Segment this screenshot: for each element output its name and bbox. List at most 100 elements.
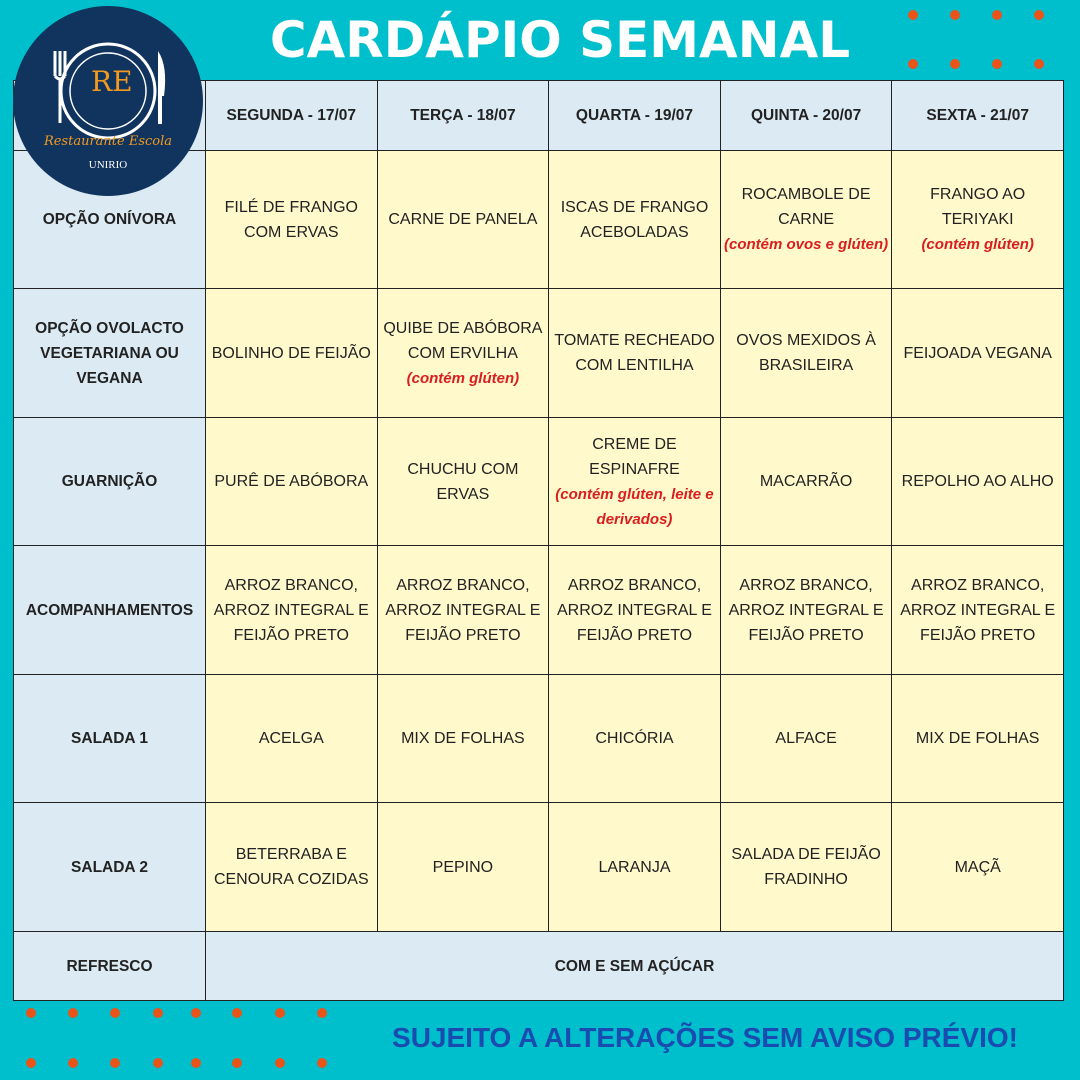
day-header-text: QUARTA - 19/07 xyxy=(575,107,694,124)
menu-cell: CREME DE ESPINAFRE (contém glúten, leite … xyxy=(548,417,721,546)
row-label: REFRESCO xyxy=(13,931,206,1001)
day-header-text: SEXTA - 21/07 xyxy=(926,107,1029,124)
menu-cell: ALFACE xyxy=(719,674,893,803)
row-label-text: REFRESCO xyxy=(66,957,153,975)
menu-cell: ACELGA xyxy=(205,674,378,803)
row-label: GUARNIÇÃO xyxy=(13,417,206,546)
menu-cell-text: TOMATE RECHEADO COM LENTILHA xyxy=(554,332,715,374)
menu-cell-text: FILÉ DE FRANGO COM ERVAS xyxy=(224,198,358,241)
day-header-text: QUINTA - 20/07 xyxy=(750,107,862,124)
row-label-text: ACOMPANHAMENTOS xyxy=(25,601,194,619)
dot xyxy=(110,1058,120,1068)
menu-cell: BETERRABA E CENOURA COZIDAS xyxy=(205,802,378,932)
menu-cell: ISCAS DE FRANGO ACEBOLADAS xyxy=(548,150,721,289)
dot xyxy=(232,1008,242,1018)
menu-cell-text: ARROZ BRANCO, ARROZ INTEGRAL E FEIJÃO PR… xyxy=(385,576,541,644)
menu-cell-text: FEIJOADA VEGANA xyxy=(903,344,1052,362)
dot xyxy=(110,1008,120,1018)
allergen-note: (contém ovos e glúten) xyxy=(723,236,889,253)
row-label-text: OPÇÃO ONÍVORA xyxy=(42,211,177,228)
dot xyxy=(191,1058,201,1068)
menu-row: SALADA 2 BETERRABA E CENOURA COZIDAS PEPIN… xyxy=(13,802,1064,932)
plate-cutlery-icon xyxy=(53,42,166,140)
disclaimer: SUJEITO A ALTERAÇÕES SEM AVISO PRÉVIO! xyxy=(392,1022,1018,1053)
logo-name: Restaurante Escola xyxy=(43,134,173,149)
row-label-text: OPÇÃO OVOLACTO VEGETARIANA OU VEGANA xyxy=(35,319,184,387)
menu-cell: BOLINHO DE FEIJÃO xyxy=(205,288,378,418)
allergen-note: (contém glúten, leite e derivados) xyxy=(555,485,714,528)
menu-cell: MAÇÃ xyxy=(891,802,1064,932)
menu-cell-text: CHUCHU COM ERVAS xyxy=(407,460,519,503)
refresco-row: REFRESCO COM E SEM AÇÚCAR xyxy=(13,931,1064,1001)
menu-cell: CARNE DE PANELA xyxy=(376,150,550,289)
dot xyxy=(68,1058,78,1068)
menu-cell: OVOS MEXIDOS À BRASILEIRA xyxy=(719,288,893,418)
menu-cell-text: OVOS MEXIDOS À BRASILEIRA xyxy=(736,332,876,374)
menu-cell: ARROZ BRANCO, ARROZ INTEGRAL E FEIJÃO PR… xyxy=(891,545,1064,675)
day-header: QUINTA - 20/07 xyxy=(719,80,893,151)
menu-cell: TOMATE RECHEADO COM LENTILHA xyxy=(548,288,721,418)
row-label: ACOMPANHAMENTOS xyxy=(13,545,206,675)
dot xyxy=(992,59,1002,69)
menu-cell: PURÊ DE ABÓBORA xyxy=(205,417,378,546)
row-label-text: SALADA 1 xyxy=(71,730,148,747)
menu-cell: ARROZ BRANCO, ARROZ INTEGRAL E FEIJÃO PR… xyxy=(719,545,893,675)
row-label: SALADA 1 xyxy=(13,674,206,803)
day-header: SEGUNDA - 17/07 xyxy=(205,80,378,151)
menu-cell-text: MAÇÃ xyxy=(954,858,1001,876)
dot xyxy=(275,1058,285,1068)
menu-cell-text: REPOLHO AO ALHO xyxy=(901,473,1054,490)
menu-cell: FEIJOADA VEGANA xyxy=(891,288,1064,418)
dot xyxy=(950,59,960,69)
menu-cell-text: FRANGO AO TERIYAKI xyxy=(930,186,1026,228)
day-header: SEXTA - 21/07 xyxy=(891,80,1064,151)
menu-cell-text: ARROZ BRANCO, ARROZ INTEGRAL E FEIJÃO PR… xyxy=(728,576,884,644)
dot xyxy=(317,1058,327,1068)
day-header: QUARTA - 19/07 xyxy=(548,80,721,151)
dot xyxy=(232,1058,242,1068)
dot xyxy=(153,1008,163,1018)
row-label: OPÇÃO OVOLACTO VEGETARIANA OU VEGANA xyxy=(13,288,206,418)
dot xyxy=(153,1058,163,1068)
dot xyxy=(191,1008,201,1018)
menu-cell: FILÉ DE FRANGO COM ERVAS xyxy=(205,150,378,289)
menu-cell: ARROZ BRANCO, ARROZ INTEGRAL E FEIJÃO PR… xyxy=(548,545,721,675)
menu-cell-text: ROCAMBOLE DE CARNE xyxy=(741,186,871,228)
menu-cell-text: SALADA DE FEIJÃO FRADINHO xyxy=(731,846,881,888)
menu-row: OPÇÃO ONÍVORA FILÉ DE FRANGO COM ERVAS CAR… xyxy=(13,150,1064,289)
menu-cell: CHICÓRIA xyxy=(548,674,721,803)
menu-cell-text: CARNE DE PANELA xyxy=(388,211,538,228)
day-header-text: SEGUNDA - 17/07 xyxy=(226,107,357,124)
menu-cell-text: PEPINO xyxy=(432,858,494,876)
menu-cell-text: MIX DE FOLHAS xyxy=(915,730,1040,747)
logo-initials: RE xyxy=(91,65,133,98)
menu-cell-text: ACELGA xyxy=(258,730,324,747)
day-header: TERÇA - 18/07 xyxy=(376,80,550,151)
menu-cell: CHUCHU COM ERVAS xyxy=(376,417,550,546)
menu-cell: ARROZ BRANCO, ARROZ INTEGRAL E FEIJÃO PR… xyxy=(376,545,550,675)
dot xyxy=(908,59,918,69)
menu-cell-text: ARROZ BRANCO, ARROZ INTEGRAL E FEIJÃO PR… xyxy=(213,576,369,644)
menu-cell-text: BOLINHO DE FEIJÃO xyxy=(211,344,371,362)
menu-cell-text: LARANJA xyxy=(598,858,671,876)
allergen-note: (contém glúten) xyxy=(406,369,520,387)
menu-cell: SALADA DE FEIJÃO FRADINHO xyxy=(719,802,893,932)
day-header-text: TERÇA - 18/07 xyxy=(410,107,516,124)
menu-cell-text: CREME DE ESPINAFRE xyxy=(589,435,680,478)
page-title: CARDÁPIO SEMANAL xyxy=(269,11,851,69)
menu-cell-text: ALFACE xyxy=(775,730,837,747)
menu-row: OPÇÃO OVOLACTO VEGETARIANA OU VEGANA BOLI… xyxy=(13,288,1064,418)
menu-cell: FRANGO AO TERIYAKI (contém glúten) xyxy=(891,150,1064,289)
row-label-text: SALADA 2 xyxy=(71,858,148,876)
menu-cell-text: ARROZ BRANCO, ARROZ INTEGRAL E FEIJÃO PR… xyxy=(556,576,712,644)
menu-cell: MACARRÃO xyxy=(719,417,893,546)
dot xyxy=(1034,59,1044,69)
menu-cell: MIX DE FOLHAS xyxy=(891,674,1064,803)
allergen-note: (contém glúten) xyxy=(921,236,1034,253)
menu-table: SEGUNDA - 17/07 TERÇA - 18/07 QUARTA - 19/… xyxy=(13,80,1064,1001)
dot xyxy=(68,1008,78,1018)
menu-cell-text: MACARRÃO xyxy=(759,473,853,490)
row-label-text: GUARNIÇÃO xyxy=(61,473,158,490)
menu-cell: REPOLHO AO ALHO xyxy=(891,417,1064,546)
refresco-value: COM E SEM AÇÚCAR xyxy=(205,931,1064,1001)
